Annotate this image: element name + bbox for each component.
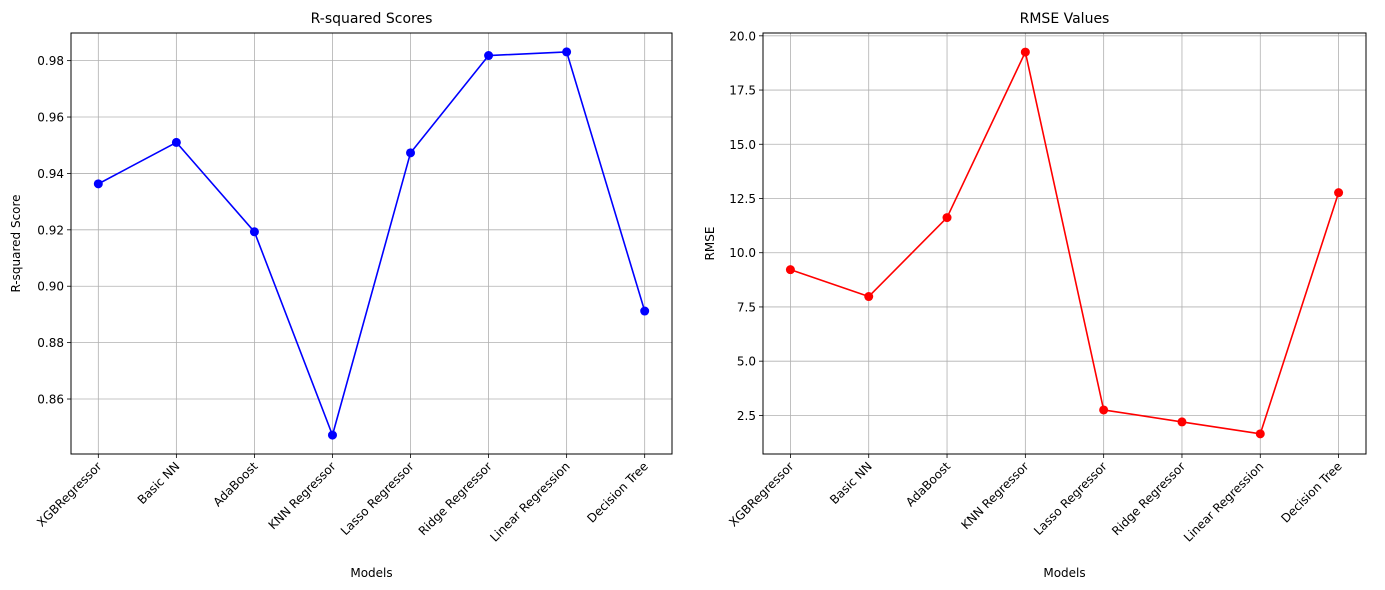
data-point <box>1255 429 1265 439</box>
data-point <box>562 47 572 57</box>
subplot-r-squared: 0.86 0.88 0.90 0.92 0.94 0.96 0.98 XGBRegresso… <box>9 11 673 580</box>
y-tick-label: 7.5 <box>737 300 756 314</box>
y-tick-label: 10.0 <box>729 246 756 260</box>
y-axis: 0.86 0.88 0.90 0.92 0.94 0.96 0.98 <box>37 54 71 407</box>
data-point <box>942 213 952 223</box>
x-tick-label: Decision Tree <box>584 459 650 525</box>
y-tick-label: 0.96 <box>37 111 64 125</box>
y-axis-label: RMSE <box>703 227 717 261</box>
y-tick-label: 0.92 <box>37 223 64 237</box>
plot-frame <box>70 32 673 455</box>
data-point <box>327 430 337 440</box>
data-point <box>864 292 874 302</box>
data-point <box>93 179 103 189</box>
data-point <box>249 227 259 237</box>
data-point <box>484 51 494 61</box>
x-tick-label: AdaBoost <box>903 459 953 509</box>
x-tick-label: Decision Tree <box>1278 459 1344 525</box>
series-line <box>97 51 646 436</box>
data-point <box>171 137 181 147</box>
y-tick-label: 2.5 <box>737 409 756 423</box>
x-tick-label: Linear Regression <box>487 459 572 544</box>
x-tick-label: AdaBoost <box>210 459 260 509</box>
x-axis-label: Models <box>350 566 392 580</box>
y-axis: 2.5 5.0 7.5 10.0 12.5 15.0 17.5 20.0 <box>729 29 763 423</box>
plot-frame <box>762 32 1367 455</box>
data-point <box>785 265 795 275</box>
y-tick-label: 0.90 <box>37 280 64 294</box>
x-tick-label: Ridge Regressor <box>1109 459 1188 538</box>
data-point <box>406 148 416 158</box>
data-point <box>1334 188 1344 198</box>
y-tick-label: 5.0 <box>737 355 756 369</box>
y-tick-label: 0.88 <box>37 336 64 350</box>
data-points <box>93 47 650 440</box>
y-tick-label: 0.86 <box>37 393 64 407</box>
chart-title: R-squared Scores <box>311 11 433 27</box>
x-axis-label: Models <box>1043 566 1085 580</box>
y-tick-label: 20.0 <box>729 29 756 43</box>
data-point <box>1177 417 1187 427</box>
x-tick-label: Lasso Regressor <box>338 459 417 538</box>
data-line <box>790 51 1340 435</box>
x-axis: XGBRegressor Basic NN AdaBoost KNN Regresso… <box>34 454 651 545</box>
x-tick-label: KNN Regressor <box>958 459 1031 532</box>
data-point <box>1020 47 1030 57</box>
y-tick-label: 0.94 <box>37 167 64 181</box>
y-tick-label: 17.5 <box>729 84 756 98</box>
y-tick-label: 0.98 <box>37 54 64 68</box>
data-point <box>1099 405 1109 415</box>
x-tick-label: Basic NN <box>827 459 875 507</box>
series-line <box>790 51 1340 435</box>
x-tick-label: KNN Regressor <box>266 459 339 532</box>
x-tick-label: XGBRegressor <box>726 459 796 529</box>
y-axis-label: R-squared Score <box>9 194 23 292</box>
x-tick-label: Linear Regression <box>1181 459 1266 544</box>
x-tick-label: Lasso Regressor <box>1031 459 1110 538</box>
data-points <box>785 47 1344 439</box>
x-tick-label: Basic NN <box>135 459 183 507</box>
y-tick-label: 12.5 <box>729 192 756 206</box>
x-tick-label: Ridge Regressor <box>416 459 495 538</box>
data-line <box>97 51 646 436</box>
grid <box>71 33 672 454</box>
subplot-rmse: 2.5 5.0 7.5 10.0 12.5 15.0 17.5 20.0 XGBRegress… <box>703 11 1367 580</box>
data-point <box>640 306 650 316</box>
chart-title: RMSE Values <box>1020 11 1110 27</box>
grid <box>763 33 1366 454</box>
y-tick-label: 15.0 <box>729 138 756 152</box>
x-tick-label: XGBRegressor <box>34 459 104 529</box>
x-axis: XGBRegressor Basic NN AdaBoost KNN Regresso… <box>726 454 1345 545</box>
